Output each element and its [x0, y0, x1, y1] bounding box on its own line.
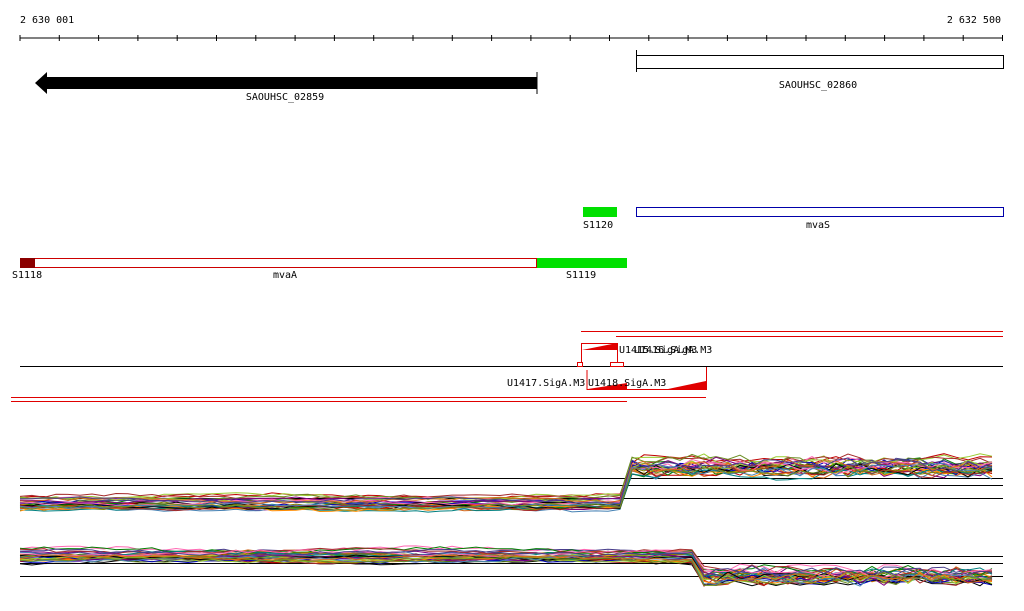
- feature-label: mvaA: [273, 270, 297, 281]
- feature-label: S1118: [12, 270, 42, 281]
- feature-box: [20, 258, 537, 268]
- expression-line: [19, 548, 993, 578]
- expression-line: [19, 553, 993, 584]
- promoter-box: [586, 367, 707, 390]
- promoter-box: [581, 343, 618, 363]
- feature-box: [537, 258, 627, 268]
- gene-label: SAOUHSC_02859: [246, 92, 324, 103]
- ruler-end: 2 632 500: [947, 15, 1001, 26]
- promoter-marker: [577, 362, 583, 367]
- expression-line: [19, 545, 993, 576]
- ruler-start: 2 630 001: [20, 15, 74, 26]
- feature-box: [636, 207, 1004, 217]
- expression-line: [19, 462, 993, 510]
- ruler-ticks: [19, 35, 1003, 41]
- expression-line: [19, 459, 993, 504]
- expression-line: [19, 555, 993, 587]
- feature-label: S1120: [583, 220, 613, 231]
- promoter-label: U1416.SigA.M3: [634, 345, 712, 356]
- gene-arrow: [35, 72, 537, 94]
- promoter-triangle: [582, 343, 617, 350]
- gene-label: SAOUHSC_02860: [779, 80, 857, 91]
- expression-tracks: [19, 453, 1003, 587]
- gene-box: [636, 55, 1004, 69]
- feature-box: [20, 258, 35, 268]
- feature-label: mvaS: [806, 220, 830, 231]
- feature-label: S1119: [566, 270, 596, 281]
- promoter-label: U1418.SigA.M3: [588, 378, 666, 389]
- promoter-label: U1415.SigA.M3: [619, 345, 697, 356]
- promoter-triangle: [588, 383, 627, 389]
- expression-line: [19, 457, 993, 504]
- expression-line: [19, 459, 993, 505]
- promoter-triangle: [668, 381, 706, 389]
- feature-box: [583, 207, 617, 217]
- promoter-marker: [610, 362, 624, 367]
- expression-line: [19, 463, 993, 511]
- expression-line: [19, 453, 993, 501]
- promoter-label: U1417.SigA.M3: [507, 378, 585, 389]
